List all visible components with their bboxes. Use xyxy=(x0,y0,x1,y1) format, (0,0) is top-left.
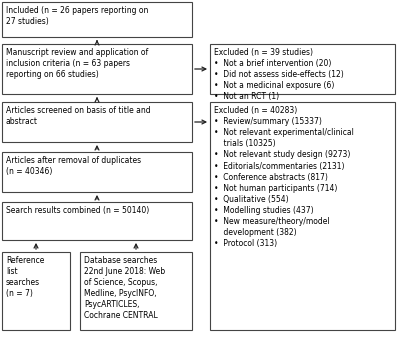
Bar xyxy=(2,252,70,330)
Text: Database searches
22nd June 2018: Web
of Science, Scopus,
Medline, PsycINFO,
Psy: Database searches 22nd June 2018: Web of… xyxy=(84,256,165,321)
Bar xyxy=(80,252,192,330)
Bar xyxy=(2,44,192,94)
Text: Excluded (n = 39 studies)
•  Not a brief intervention (20)
•  Did not assess sid: Excluded (n = 39 studies) • Not a brief … xyxy=(214,48,344,101)
Text: Included (n = 26 papers reporting on
27 studies): Included (n = 26 papers reporting on 27 … xyxy=(6,6,148,26)
Bar xyxy=(2,202,192,240)
Text: Manuscript review and application of
inclusion criteria (n = 63 papers
reporting: Manuscript review and application of inc… xyxy=(6,48,148,79)
Bar xyxy=(2,102,192,142)
Text: Articles after removal of duplicates
(n = 40346): Articles after removal of duplicates (n … xyxy=(6,156,141,176)
Text: Articles screened on basis of title and
abstract: Articles screened on basis of title and … xyxy=(6,106,151,126)
Text: Search results combined (n = 50140): Search results combined (n = 50140) xyxy=(6,206,149,215)
Bar xyxy=(2,2,192,37)
Bar xyxy=(210,44,395,94)
Bar xyxy=(2,152,192,192)
Text: Excluded (n = 40283)
•  Review/summary (15337)
•  Not relevant experimental/clin: Excluded (n = 40283) • Review/summary (1… xyxy=(214,106,354,248)
Text: Reference
list
searches
(n = 7): Reference list searches (n = 7) xyxy=(6,256,44,298)
Bar xyxy=(210,102,395,330)
